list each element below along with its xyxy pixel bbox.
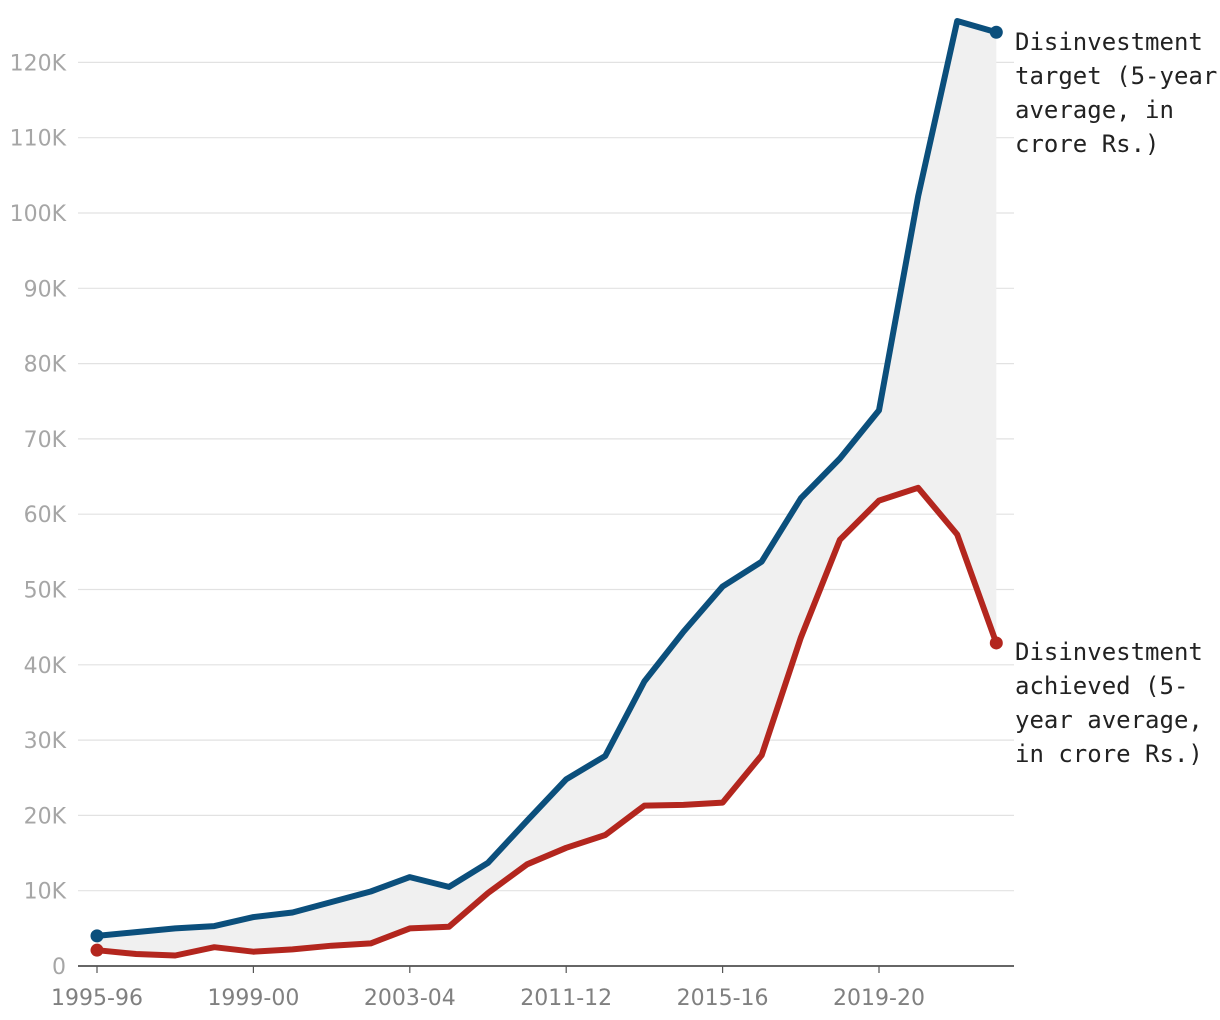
y-tick-label: 20K (24, 804, 67, 829)
series-line-0 (94, 18, 1000, 939)
x-axis-ticks: 1995-96 1999-00 2003-04 2011-12 2015-16 2019-… (51, 966, 925, 1011)
y-tick-label: 90K (24, 277, 67, 302)
y-tick-label: 0 (52, 955, 66, 980)
x-tick-label: 1995-96 (51, 986, 143, 1011)
series-start-point (90, 943, 104, 957)
series-end-point (989, 25, 1003, 39)
y-tick-label: 30K (24, 729, 67, 754)
series-label-line: target (5-year (1015, 62, 1217, 90)
y-tick-label: 100K (10, 202, 67, 227)
series-label-0: Disinvestment target (5-year average, in cr… (1015, 28, 1217, 158)
x-tick-label: 2003-04 (364, 986, 456, 1011)
series-label-line: average, in (1015, 96, 1174, 124)
y-tick-label: 70K (24, 428, 67, 453)
series-label-line: achieved (5- (1015, 672, 1188, 700)
series-lines (90, 18, 1003, 959)
series-label-line: year average, (1015, 706, 1203, 734)
y-axis-ticks: 0 10K 20K 30K 40K 50K 60K 70K 80K 90K 100K 110K 120K (10, 51, 67, 980)
x-tick-label: 2019-20 (833, 986, 925, 1011)
gridlines (78, 61, 1014, 892)
series-label-line: Disinvestment (1015, 28, 1203, 56)
x-tick-label: 2011-12 (520, 986, 612, 1011)
y-tick-label: 80K (24, 353, 67, 378)
y-tick-label: 120K (10, 51, 67, 76)
series-label-line: Disinvestment (1015, 638, 1203, 666)
x-tick-label: 1999-00 (207, 986, 299, 1011)
y-tick-label: 60K (24, 503, 67, 528)
series-labels: Disinvestment target (5-year average, in cr… (1015, 28, 1217, 768)
series-label-line: crore Rs.) (1015, 130, 1160, 158)
series-label-1: Disinvestment achieved (5- year average, in… (1015, 638, 1203, 768)
y-tick-label: 110K (10, 127, 67, 152)
series-start-point (90, 929, 104, 943)
y-tick-label: 50K (24, 579, 67, 604)
y-tick-label: 40K (24, 654, 67, 679)
series-end-point (989, 636, 1003, 650)
y-tick-label: 10K (24, 880, 67, 905)
series-line-1 (94, 484, 1000, 959)
series-label-line: in crore Rs.) (1015, 740, 1203, 768)
x-tick-label: 2015-16 (677, 986, 769, 1011)
